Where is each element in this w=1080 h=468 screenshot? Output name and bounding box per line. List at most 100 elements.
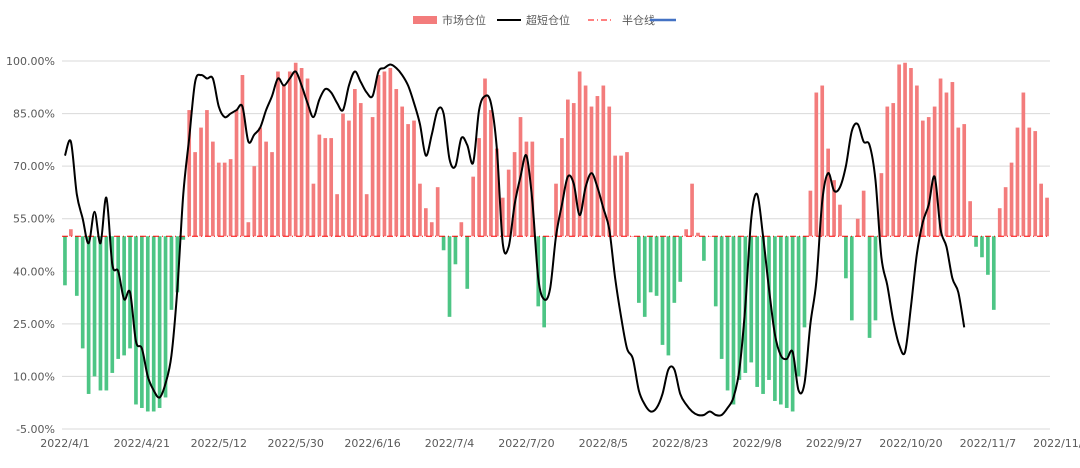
market-position-bar <box>991 236 996 310</box>
market-position-bar <box>1039 183 1043 237</box>
short-term-position-line <box>64 63 966 417</box>
market-position-bar <box>388 68 393 237</box>
x-tick-label: 2022/4/21 <box>114 437 170 450</box>
market-position-bar <box>725 236 730 391</box>
market-position-bar <box>341 113 345 237</box>
y-tick-label: 25.00% <box>13 318 55 331</box>
market-position-bar <box>542 236 546 328</box>
market-position-bar <box>1033 131 1038 237</box>
market-position-bar <box>625 152 629 237</box>
market-position-bar <box>778 236 783 405</box>
market-position-bar <box>483 78 487 237</box>
market-position-bar <box>317 134 322 237</box>
market-position-bar <box>222 162 227 237</box>
market-position-bar <box>583 85 588 237</box>
market-position-bar <box>110 236 115 373</box>
y-tick-label: 55.00% <box>13 213 55 226</box>
market-position-bar <box>849 236 854 321</box>
market-position-bar <box>500 197 505 237</box>
market-position-bar <box>512 152 517 237</box>
market-position-bar <box>181 236 186 240</box>
market-position-bar <box>163 236 168 398</box>
market-position-bar <box>607 106 612 237</box>
market-position-bar <box>506 169 511 237</box>
market-position-bar <box>926 117 931 237</box>
gridlines <box>62 60 1050 430</box>
market-position-bar <box>216 162 221 237</box>
market-position-bar <box>524 141 529 237</box>
market-position-bar <box>690 183 694 237</box>
market-position-bar <box>707 236 712 237</box>
market-position-bar <box>370 117 375 237</box>
x-tick-label: 2022/11/23 <box>1033 437 1080 450</box>
market-position-bar <box>211 141 215 237</box>
market-position-bar <box>980 236 984 258</box>
market-position-bar <box>826 148 830 237</box>
market-position-bar <box>246 222 251 237</box>
market-position-bar <box>459 222 464 237</box>
market-position-bar <box>92 236 97 377</box>
market-position-bar <box>1021 92 1026 237</box>
x-tick-label: 2022/6/16 <box>344 437 400 450</box>
market-position-bar <box>157 236 162 408</box>
market-position-bar <box>968 201 972 237</box>
x-tick-label: 2022/11/7 <box>960 437 1016 450</box>
market-position-bar <box>435 187 440 237</box>
market-position-bar <box>660 236 665 345</box>
market-position-bar <box>808 190 813 237</box>
market-position-bar <box>855 218 860 237</box>
market-position-bar <box>305 78 310 237</box>
market-position-bar <box>897 64 901 237</box>
market-position-bar <box>465 236 470 289</box>
market-position-bar <box>530 141 535 237</box>
market-position-bar <box>944 92 949 237</box>
x-tick-label: 2022/7/4 <box>425 437 474 450</box>
market-position-bar <box>790 236 795 412</box>
market-position-bar <box>98 236 103 391</box>
market-position-bar <box>471 176 476 237</box>
market-position-bar <box>861 190 866 237</box>
market-position-bar <box>1045 197 1049 237</box>
market-position-bar <box>453 236 458 265</box>
market-position-bar <box>69 229 73 237</box>
market-position-bar <box>193 152 197 237</box>
market-position-bar <box>796 236 801 377</box>
market-position-bar <box>406 124 410 237</box>
market-position-bar <box>820 85 825 237</box>
x-tick-label: 2022/10/20 <box>879 437 942 450</box>
market-position-bar <box>962 124 967 237</box>
market-position-bar <box>264 141 268 237</box>
legend-label-short-term-position: 超短仓位 <box>526 13 570 27</box>
market-position-bar <box>566 99 570 237</box>
market-position-bar <box>495 148 499 237</box>
market-position-bar <box>187 110 192 237</box>
market-position-bar <box>619 155 623 237</box>
market-position-bar <box>429 222 434 237</box>
x-tick-label: 2022/9/8 <box>732 437 781 450</box>
market-position-bar <box>577 71 582 237</box>
market-position-bar <box>719 236 724 359</box>
x-axis: 2022/4/1 2022/4/21 2022/5/12 2022/5/30 2022/… <box>40 437 1080 450</box>
market-position-bar <box>140 236 144 408</box>
market-position-bar <box>169 236 174 310</box>
market-position-bar <box>548 236 552 237</box>
market-position-bar <box>489 110 493 237</box>
market-position-bar <box>909 68 913 237</box>
market-position-bar <box>920 120 925 237</box>
market-position-bar <box>199 127 203 237</box>
market-position-bar <box>844 236 848 279</box>
market-position-bar <box>441 236 446 251</box>
market-position-bar <box>654 236 659 296</box>
market-position-bar <box>240 75 245 237</box>
market-position-bar <box>767 236 771 380</box>
market-position-bar <box>749 236 754 363</box>
y-tick-label: 100.00% <box>6 55 55 68</box>
market-position-bar <box>915 85 919 237</box>
market-position-bar <box>122 236 126 356</box>
market-position-bar <box>234 110 239 237</box>
x-tick-label: 2022/5/12 <box>191 437 247 450</box>
market-position-bar <box>932 106 937 237</box>
market-position-bar <box>205 110 209 237</box>
market-position-bar <box>270 152 274 237</box>
